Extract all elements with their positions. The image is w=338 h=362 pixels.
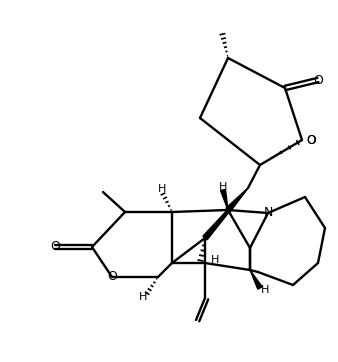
Polygon shape xyxy=(221,189,228,210)
Text: O: O xyxy=(107,270,117,283)
Text: O: O xyxy=(313,73,323,87)
Polygon shape xyxy=(203,188,248,240)
Text: H: H xyxy=(261,285,269,295)
Text: H: H xyxy=(158,184,166,194)
Polygon shape xyxy=(250,270,262,289)
Text: O: O xyxy=(306,134,316,147)
Text: O: O xyxy=(50,240,60,253)
Text: H: H xyxy=(211,255,219,265)
Polygon shape xyxy=(226,188,248,212)
Text: H: H xyxy=(139,292,147,302)
Text: N: N xyxy=(263,206,273,219)
Text: O: O xyxy=(306,134,316,147)
Text: H: H xyxy=(219,182,227,192)
